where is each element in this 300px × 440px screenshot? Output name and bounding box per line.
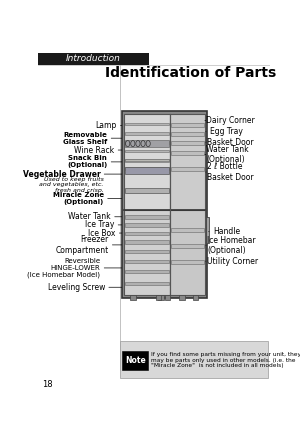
Text: Introduction: Introduction — [66, 55, 121, 63]
Bar — [171, 123, 203, 127]
Text: Freezer
Compartment: Freezer Compartment — [55, 235, 108, 255]
Text: Water Tank: Water Tank — [68, 212, 111, 221]
Bar — [170, 114, 205, 210]
Bar — [171, 260, 203, 264]
Bar — [125, 150, 169, 152]
Bar — [125, 158, 169, 161]
Bar — [124, 114, 170, 210]
Bar — [122, 111, 207, 298]
Text: Leveling Screw: Leveling Screw — [47, 283, 105, 292]
Text: Used to keep fruits
and vegetables, etc.
fresh and crisp.: Used to keep fruits and vegetables, etc.… — [39, 176, 104, 193]
Text: Ice Homebar
(Optional): Ice Homebar (Optional) — [207, 235, 256, 255]
Text: Handle: Handle — [213, 227, 240, 236]
Text: Snack Bin
(Optional): Snack Bin (Optional) — [67, 155, 107, 169]
Bar — [125, 140, 169, 147]
Bar — [125, 141, 169, 143]
Bar — [124, 210, 170, 295]
Text: 2 ℓ Bottle
Basket Door: 2 ℓ Bottle Basket Door — [207, 162, 254, 182]
Bar — [171, 167, 203, 171]
Text: Egg Tray: Egg Tray — [210, 127, 243, 136]
Bar — [171, 244, 203, 248]
Text: Basket Door: Basket Door — [207, 138, 254, 147]
Bar — [125, 260, 169, 263]
Bar — [125, 187, 169, 193]
Text: Reversible
HINGE-LOWER
(Ice Homebar Model): Reversible HINGE-LOWER (Ice Homebar Mode… — [27, 258, 100, 278]
Text: Ice Box: Ice Box — [88, 228, 116, 238]
Text: Dairy Corner: Dairy Corner — [206, 116, 255, 125]
Bar — [125, 223, 169, 227]
Bar — [171, 141, 203, 145]
Bar — [122, 351, 148, 370]
Text: Lamp: Lamp — [95, 121, 117, 130]
Bar — [125, 249, 169, 253]
Bar — [125, 282, 169, 285]
Bar — [171, 151, 203, 155]
Bar — [125, 270, 169, 273]
Bar — [179, 295, 185, 300]
Text: Ice Tray: Ice Tray — [85, 220, 114, 229]
Bar — [125, 132, 169, 135]
Text: Miracle Zone
(Optional): Miracle Zone (Optional) — [52, 192, 104, 205]
Bar — [125, 232, 169, 235]
Text: Identification of Parts: Identification of Parts — [105, 66, 277, 80]
Bar — [125, 216, 169, 219]
Bar — [158, 295, 164, 300]
Bar — [171, 132, 203, 136]
Text: Note: Note — [125, 356, 146, 365]
Bar — [125, 159, 169, 162]
Text: Vegetable Drawer: Vegetable Drawer — [22, 169, 100, 179]
Bar — [125, 123, 169, 125]
Text: If you find some parts missing from your unit, they
may be parts only used in ot: If you find some parts missing from your… — [152, 352, 300, 368]
Text: Utility Corner: Utility Corner — [207, 257, 258, 266]
Bar — [170, 210, 205, 295]
Bar — [193, 295, 198, 300]
Bar — [130, 295, 136, 300]
Bar — [165, 295, 170, 300]
Bar — [171, 227, 203, 232]
Bar — [125, 167, 169, 174]
Bar — [125, 167, 169, 170]
Text: Water Tank
(Optional): Water Tank (Optional) — [206, 145, 249, 164]
Bar — [156, 295, 161, 300]
Bar — [125, 241, 169, 244]
Text: Wine Rack: Wine Rack — [74, 146, 114, 154]
Bar — [120, 341, 268, 378]
Text: 18: 18 — [42, 380, 53, 389]
Bar — [206, 217, 209, 242]
Bar — [38, 53, 149, 65]
Text: Removable
Glass Shelf: Removable Glass Shelf — [63, 132, 107, 145]
